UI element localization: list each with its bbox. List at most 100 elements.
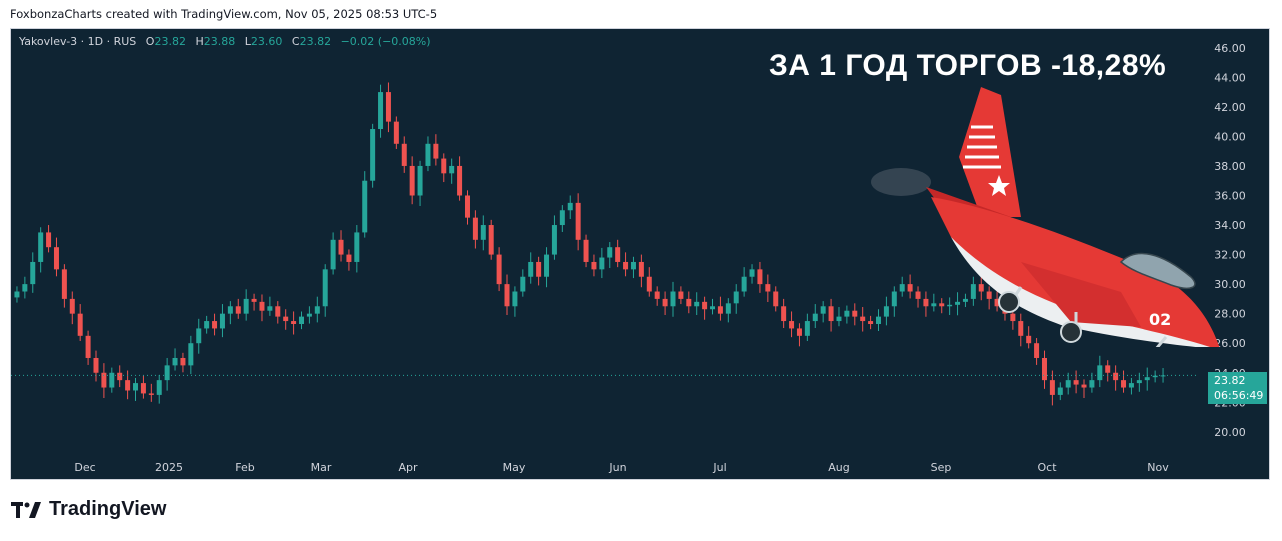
candle-body <box>670 291 676 307</box>
candle-body <box>22 284 28 292</box>
candle-body <box>1057 387 1063 395</box>
candle-body <box>283 316 289 322</box>
last-price-tag: 23.82 06:56:49 <box>1208 372 1267 404</box>
candle-body <box>196 328 202 344</box>
candle-body <box>267 306 273 311</box>
candle-body <box>188 343 194 366</box>
x-tick-label: Jul <box>712 461 726 474</box>
candle-body <box>299 316 304 325</box>
candle-body <box>638 261 644 277</box>
candle-body <box>457 165 463 196</box>
tail-number: 02 <box>1149 310 1171 329</box>
x-tick-label: May <box>503 461 526 474</box>
y-tick-label: 28.00 <box>1214 308 1246 321</box>
candle-body <box>1144 377 1150 381</box>
candle-body <box>891 291 897 307</box>
candle-body <box>733 291 739 304</box>
candle-body <box>180 357 186 366</box>
candle-body <box>591 261 597 270</box>
candle-body <box>148 393 154 395</box>
candle-body <box>235 306 241 314</box>
candle-body <box>1041 357 1047 381</box>
y-tick-label: 36.00 <box>1214 189 1246 202</box>
y-tick-label: 20.00 <box>1214 426 1246 439</box>
candle-body <box>1113 372 1119 381</box>
candle-body <box>575 202 581 240</box>
candle-body <box>346 254 352 262</box>
candle-body <box>899 284 905 292</box>
candle-body <box>757 269 763 285</box>
candle-body <box>796 328 802 336</box>
candle-body <box>512 291 518 307</box>
open-value: 23.82 <box>154 35 186 48</box>
candle-body <box>101 372 107 388</box>
candle-body <box>259 301 265 311</box>
candle-body <box>227 306 233 314</box>
candle-body <box>559 210 565 226</box>
open-label: O <box>145 35 155 48</box>
candle-body <box>212 321 218 329</box>
candle-body <box>544 254 550 277</box>
x-tick-label: Feb <box>235 461 254 474</box>
candle-body <box>765 284 771 292</box>
y-tick-label: 40.00 <box>1214 130 1246 143</box>
candle-body <box>931 303 937 307</box>
candle-body <box>30 261 36 285</box>
candle-body <box>338 239 344 255</box>
candle-body <box>204 321 210 329</box>
x-tick-label: Apr <box>398 461 418 474</box>
candle-body <box>219 313 225 329</box>
candlestick-chart[interactable]: 20.0022.0024.0026.0028.0030.0032.0034.00… <box>11 29 1270 480</box>
candle-body <box>812 313 818 322</box>
red-jet-aircraft-icon: 02 <box>871 87 1220 347</box>
low-value: 23.60 <box>250 35 283 48</box>
candle-body <box>275 306 281 317</box>
candle-body <box>156 380 162 395</box>
candle-body <box>1026 335 1032 344</box>
candle-body <box>939 303 945 307</box>
candle-body <box>322 269 328 307</box>
candle-body <box>749 269 755 277</box>
candle-body <box>306 313 312 317</box>
candle-body <box>868 321 874 325</box>
candle-body <box>125 380 131 391</box>
candle-body <box>417 165 423 196</box>
candle-body <box>504 284 510 307</box>
low-label: L <box>244 35 251 48</box>
candle-body <box>1105 365 1111 373</box>
brand-name: TradingView <box>49 498 167 520</box>
candle-body <box>654 291 660 299</box>
candle-body <box>1089 380 1095 388</box>
candle-body <box>694 301 700 307</box>
x-tick-label: Mar <box>311 461 332 474</box>
x-tick-label: Aug <box>828 461 849 474</box>
candle-body <box>472 217 478 240</box>
tradingview-logo[interactable]: TradingView <box>11 498 166 521</box>
candle-body <box>117 372 123 381</box>
y-tick-label: 26.00 <box>1214 337 1246 350</box>
change-value: −0.02 (−0.08%) <box>340 35 431 48</box>
candle-body <box>1128 383 1134 388</box>
candle-body <box>14 291 20 298</box>
candle-body <box>804 321 810 336</box>
y-tick-label: 42.00 <box>1214 101 1246 114</box>
candle-body <box>69 298 75 314</box>
close-value: 23.82 <box>299 35 332 48</box>
candle-body <box>978 284 984 292</box>
x-tick-label: Nov <box>1147 461 1169 474</box>
candle-body <box>994 298 1000 307</box>
y-tick-label: 34.00 <box>1214 219 1246 232</box>
candle-body <box>385 92 391 122</box>
chart-panel[interactable]: 20.0022.0024.0026.0028.0030.0032.0034.00… <box>10 28 1270 480</box>
candle-body <box>662 298 668 307</box>
candle-body <box>314 306 320 314</box>
candle-body <box>1073 380 1079 385</box>
candle-body <box>955 301 961 305</box>
credit-line: FoxbonzaCharts created with TradingView.… <box>10 7 438 21</box>
candle-body <box>962 298 968 302</box>
candle-body <box>1152 375 1158 378</box>
candle-body <box>46 232 52 248</box>
candle-body <box>61 269 67 299</box>
candle-body <box>583 239 589 262</box>
candle-body <box>947 304 953 307</box>
